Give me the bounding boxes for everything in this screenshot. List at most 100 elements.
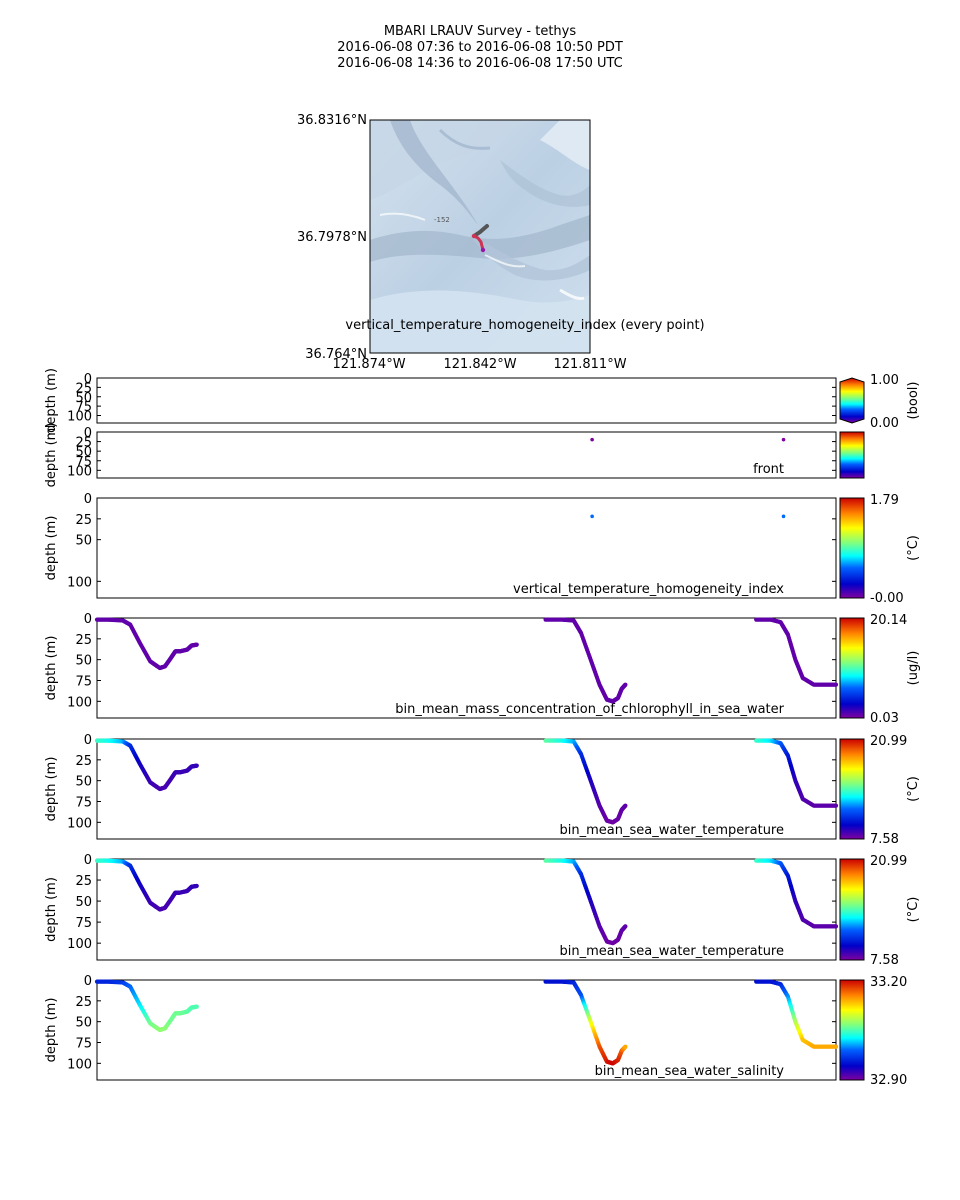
colorbar-min-label: 0.00 [870,416,899,431]
data-point [194,763,199,768]
colorbar-gradient [839,497,865,599]
y-axis-label: depth (m) [44,423,59,488]
colorbar-gradient [839,738,865,840]
y-axis-label: depth (m) [44,516,59,581]
colorbar-gradient [839,858,865,961]
map-panel: -152 36.8316°N 36.7978°N 36.764°N 121.87… [297,113,705,372]
profile-panel-4: 0 25 50 75 100 depth (m) bin_mean_mass_concent… [44,612,921,726]
profile-series-3 [754,738,839,808]
colorbar-min-label: 0.03 [870,711,899,726]
plot-area [96,858,837,961]
track-start-marker [471,233,477,239]
panel-title: vertical_temperature_homogeneity_index [513,582,784,597]
figure-title-line-2: 2016-06-08 07:36 to 2016-06-08 10:50 PDT [337,40,623,55]
colorbar: 1.00 0.00 (bool) [839,373,921,431]
profile-series-1 [94,858,199,912]
data-point [194,642,199,647]
panel-title: bin_mean_sea_water_temperature [560,823,784,838]
colorbar-max-label: 20.99 [870,734,907,749]
y-tick-label: 50 [75,534,92,549]
plot-area [96,431,837,479]
colorbar: 1.79 -0.00 (°C) [839,493,921,606]
colorbar-gradient [839,377,865,424]
y-tick-label: 25 [75,436,92,451]
colorbar: 20.99 7.58 (°C) [839,854,921,968]
y-axis-label: depth (m) [44,368,59,433]
colorbar: 20.14 0.03 (ug/l) [839,613,921,726]
profile-series-1 [94,738,199,792]
figure-title-line-1: MBARI LRAUV Survey - tethys [384,24,577,39]
map-frame [369,119,591,354]
data-point [590,514,594,519]
colorbar-max-label: 1.79 [870,493,899,508]
y-tick-label: 100 [67,464,92,479]
profile-series-1 [94,617,199,671]
colorbar-min-label: 7.58 [870,832,899,847]
colorbar-min-label: -0.00 [870,591,904,606]
map-lon-label-2: 121.842°W [443,357,516,372]
panel-title: bin_mean_sea_water_salinity [595,1064,785,1079]
y-tick-label: 75 [75,796,92,811]
data-point [623,682,628,687]
colorbar-unit-label: (bool) [906,382,921,420]
data-point [623,1044,628,1049]
plot-area [96,617,837,719]
panel-title: bin_mean_sea_water_temperature [560,944,784,959]
colorbar-max-label: 33.20 [870,975,907,990]
colorbar: 33.20 32.90 [839,975,907,1088]
profile-panel-7: 0 25 50 75 100 depth (m) bin_mean_sea_water_sa… [44,974,907,1088]
colorbar-gradient [839,617,865,719]
colorbar-gradient [839,431,865,479]
data-point [781,514,786,519]
profile-series-3 [754,617,839,687]
survey-track [472,224,489,238]
data-point [623,924,628,929]
map-lat-label-top: 36.8316°N [297,113,367,128]
profile-series-3 [754,979,839,1049]
y-tick-label: 0 [84,492,92,507]
y-tick-label: 25 [75,995,92,1010]
y-tick-label: 25 [75,381,92,396]
y-tick-label: 100 [67,1057,92,1072]
y-tick-label: 75 [75,400,92,415]
map-contour-label: -152 [434,216,450,224]
y-tick-label: 100 [67,695,92,710]
y-tick-label: 0 [84,733,92,748]
colorbar-min-label: 7.58 [870,953,899,968]
colorbar-unit-label: (°C) [906,776,921,802]
data-point [194,1004,199,1009]
y-tick-label: 100 [67,816,92,831]
bathymetry-map: -152 [370,120,590,353]
y-tick-label: 100 [67,410,92,425]
colorbar-min-label: 32.90 [870,1073,907,1088]
y-tick-label: 25 [75,754,92,769]
data-point [590,437,594,442]
data-point [833,682,839,687]
data-point [833,924,839,929]
y-tick-label: 50 [75,1016,92,1031]
profile-series-1 [94,979,199,1033]
data-point [194,883,199,889]
y-tick-label: 0 [84,853,92,868]
profile-series-2 [543,858,628,946]
colorbar: 20.99 7.58 (°C) [839,734,921,847]
profile-panel-5: 0 25 50 75 100 depth (m) bin_mean_sea_water_te… [44,733,921,847]
plot-area [96,377,837,424]
colorbar-gradient [839,979,865,1081]
map-lon-label-3: 121.811°W [553,357,626,372]
colorbar [839,431,865,479]
profile-series-2 [543,738,628,825]
y-tick-label: 75 [75,675,92,690]
colorbar-max-label: 20.99 [870,854,907,869]
y-tick-label: 100 [67,937,92,952]
y-tick-label: 0 [84,426,92,441]
y-tick-label: 50 [75,391,92,406]
y-tick-label: 0 [84,612,92,627]
profile-series-2 [543,617,628,704]
figure-title-line-3: 2016-06-08 14:36 to 2016-06-08 17:50 UTC [337,56,623,71]
y-tick-label: 50 [75,775,92,790]
